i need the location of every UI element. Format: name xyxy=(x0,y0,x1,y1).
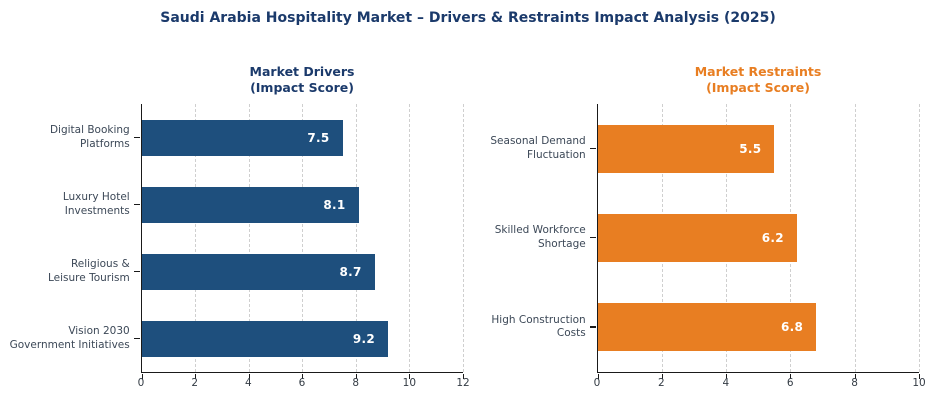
y-tick-mark xyxy=(133,270,140,272)
subplot-title: Market Drivers (Impact Score) xyxy=(249,64,355,95)
x-tick-mark xyxy=(790,374,792,379)
y-axis-label: Skilled Workforce Shortage xyxy=(494,224,586,250)
plot-area: 7.5 8.1 8.7 9.2 xyxy=(133,104,464,379)
bar-value-label: 5.5 xyxy=(739,141,762,156)
x-tick-label: 4 xyxy=(722,377,730,389)
gridline xyxy=(302,104,304,372)
bar-value-label: 8.7 xyxy=(339,264,362,279)
x-tick-label: 4 xyxy=(244,377,252,389)
bar-value-label: 9.2 xyxy=(352,331,376,346)
charts-row: Market Drivers (Impact Score) Digital Bo… xyxy=(0,64,936,393)
bar: 6.2 xyxy=(597,213,797,262)
gridline xyxy=(355,104,357,372)
y-axis-label: Vision 2030 Government Initiatives xyxy=(9,325,130,351)
bars-layer: 7.5 8.1 8.7 9.2 xyxy=(133,104,463,372)
bar: 9.2 xyxy=(141,320,389,357)
subplot-market-restraints: Market Restraints (Impact Score) Seasona… xyxy=(463,64,926,393)
y-axis-labels: Digital Booking Platforms Luxury Hotel In… xyxy=(0,104,141,372)
bar: 8.1 xyxy=(141,186,359,223)
bar: 8.7 xyxy=(141,253,375,290)
x-tick-label: 10 xyxy=(402,377,417,389)
y-axis-label: High Construction Costs xyxy=(491,313,586,340)
x-tick-mark xyxy=(248,374,250,379)
plot-area: 5.5 6.2 6.8 xyxy=(589,104,920,379)
x-tick-mark xyxy=(463,374,464,379)
gridline xyxy=(409,104,411,372)
gridline xyxy=(463,104,464,372)
y-tick-mark xyxy=(589,236,596,239)
x-tick-label: 2 xyxy=(191,377,198,389)
subplot-title: Market Restraints (Impact Score) xyxy=(694,64,822,95)
x-axis-ticks: 0 2 4 6 8 10 12 xyxy=(137,377,470,393)
y-axis-label: Religious & Leisure Tourism xyxy=(48,258,130,284)
x-tick-label: 0 xyxy=(593,377,601,389)
bar-value-label: 8.1 xyxy=(323,197,346,212)
gridline xyxy=(195,104,197,372)
x-tick-mark xyxy=(355,374,357,379)
gridline xyxy=(248,104,250,372)
x-tick-mark xyxy=(141,374,143,379)
page-title: Saudi Arabia Hospitality Market – Driver… xyxy=(160,10,776,26)
x-tick-mark xyxy=(195,374,197,379)
y-axis-labels: Seasonal Demand Fluctuation Skilled Workf… xyxy=(463,104,597,372)
bar-row: 7.5 xyxy=(133,104,463,171)
x-tick-label: 12 xyxy=(456,377,470,389)
gridline xyxy=(919,104,920,372)
bar: 7.5 xyxy=(141,119,343,156)
x-axis-ticks: 0 2 4 6 8 10 xyxy=(593,377,926,393)
x-tick-label: 6 xyxy=(298,377,306,389)
gridline xyxy=(854,104,856,372)
bar: 6.8 xyxy=(597,303,817,352)
x-tick-mark xyxy=(302,374,304,379)
x-tick-label: 2 xyxy=(658,377,665,389)
x-tick-mark xyxy=(409,374,411,379)
x-tick-label: 6 xyxy=(786,377,794,389)
y-axis-label: Seasonal Demand Fluctuation xyxy=(490,135,586,161)
bar-value-label: 6.8 xyxy=(781,320,804,335)
bar-value-label: 6.2 xyxy=(761,230,784,245)
y-tick-mark xyxy=(133,136,140,138)
bar-row: 6.2 xyxy=(589,193,919,282)
y-tick-mark xyxy=(133,337,140,339)
bars-layer: 5.5 6.2 6.8 xyxy=(589,104,919,372)
y-tick-mark xyxy=(589,147,596,150)
bar: 5.5 xyxy=(597,124,775,173)
y-axis-label: Luxury Hotel Investments xyxy=(62,191,130,217)
x-tick-mark xyxy=(854,374,856,379)
x-tick-label: 10 xyxy=(912,377,926,389)
x-tick-mark xyxy=(726,374,728,379)
y-tick-mark xyxy=(133,203,140,205)
x-tick-label: 8 xyxy=(352,377,359,389)
x-tick-label: 0 xyxy=(137,377,145,389)
x-tick-mark xyxy=(661,374,663,379)
x-tick-mark xyxy=(919,374,920,379)
bar-row: 5.5 xyxy=(589,104,919,193)
y-tick-mark xyxy=(589,326,596,328)
bar-row: 6.8 xyxy=(589,283,919,372)
bar-value-label: 7.5 xyxy=(307,130,330,145)
y-axis-label: Digital Booking Platforms xyxy=(49,124,130,150)
x-tick-mark xyxy=(597,374,599,379)
bar-row: 9.2 xyxy=(133,305,463,372)
bar-row: 8.7 xyxy=(133,238,463,305)
subplot-market-drivers: Market Drivers (Impact Score) Digital Bo… xyxy=(0,64,470,393)
bar-row: 8.1 xyxy=(133,171,463,238)
x-tick-label: 8 xyxy=(851,377,858,389)
